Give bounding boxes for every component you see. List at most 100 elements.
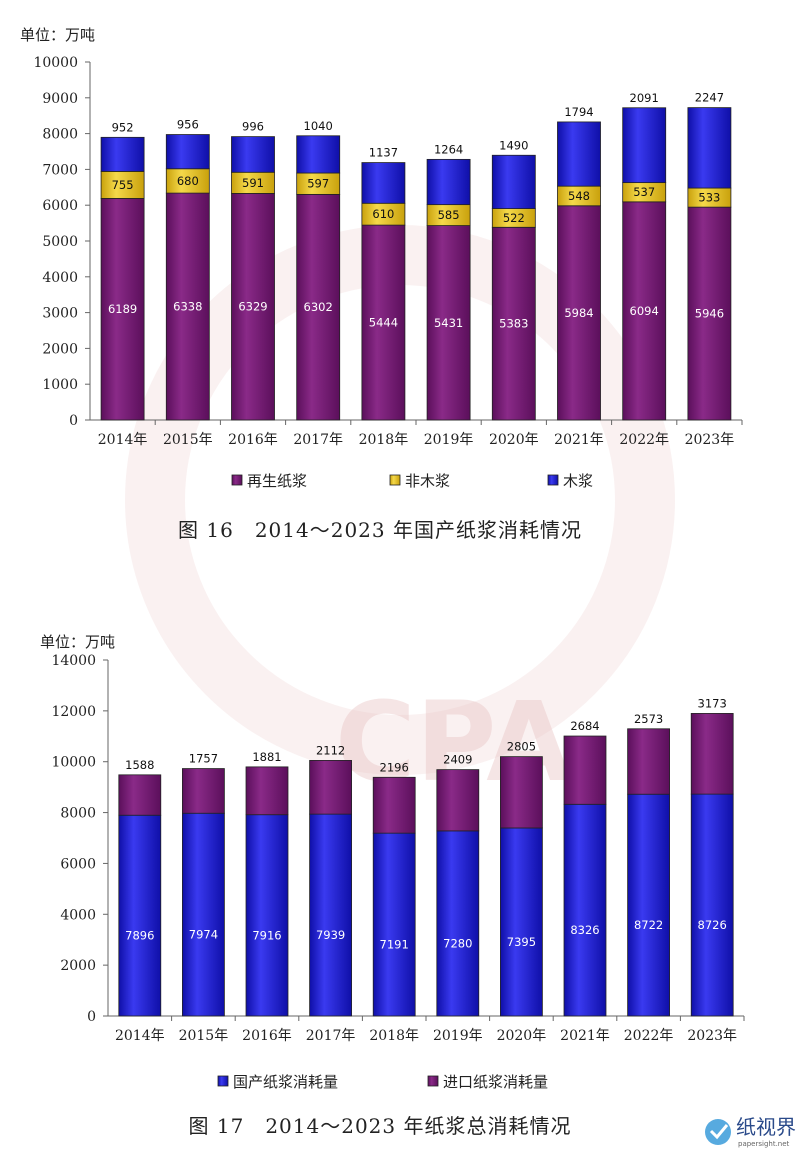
data-label: 3173: [698, 696, 727, 710]
bar-segment: [690, 713, 734, 795]
data-label: 996: [242, 120, 264, 134]
legend-label: 国产纸浆消耗量: [233, 1073, 338, 1091]
data-label: 6329: [238, 300, 267, 314]
data-label: 2091: [630, 91, 659, 105]
legend-swatch: [217, 1075, 229, 1087]
data-label: 537: [633, 185, 655, 199]
x-tick-label: 2020年: [489, 432, 539, 448]
data-label: 2684: [570, 719, 599, 733]
bar-segment: [165, 134, 210, 170]
bar-segment: [182, 768, 225, 814]
bar-segment: [622, 107, 667, 184]
x-tick-label: 2014年: [98, 432, 148, 448]
bar-segment: [690, 793, 734, 1017]
legend-label: 再生纸浆: [247, 472, 307, 490]
chart-total-pulp: 单位：万吨 0 2000 4000 6000 8000 10000 12000 14000 789…: [40, 633, 745, 1138]
data-label: 5383: [499, 317, 528, 331]
data-label: 2573: [634, 712, 663, 726]
data-label: 7191: [380, 938, 409, 952]
data-label: 1588: [125, 758, 154, 772]
bar-segment: [231, 136, 275, 173]
data-label: 2409: [443, 753, 472, 767]
y-tick-label: 2000: [42, 341, 78, 357]
data-label: 6338: [173, 300, 202, 314]
bar-segment: [426, 225, 471, 421]
x-tick-label: 2018年: [359, 432, 409, 448]
y-tick-label: 0: [69, 413, 78, 429]
data-label: 2247: [695, 91, 724, 105]
brand-logo: 纸视界 papersight.net: [705, 1115, 796, 1148]
data-label: 7280: [443, 936, 472, 950]
bar-segment: [557, 121, 601, 187]
data-label: 680: [177, 174, 199, 188]
x-tick-label: 2018年: [369, 1028, 419, 1044]
y-tick-label: 8000: [60, 806, 96, 822]
data-label: 522: [503, 211, 525, 225]
y-tick-label: 10000: [33, 55, 78, 71]
y-tick-label: 2000: [60, 958, 96, 974]
y-tick-label: 9000: [42, 91, 78, 107]
data-label: 591: [242, 176, 264, 190]
data-label: 1794: [564, 105, 593, 119]
bar-segment: [687, 206, 732, 421]
data-label: 8726: [698, 918, 727, 932]
data-label: 8326: [570, 923, 599, 937]
x-tick-label: 2023年: [687, 1028, 737, 1044]
legend-swatch: [427, 1075, 439, 1087]
legend-swatch: [389, 474, 401, 486]
data-label: 548: [568, 189, 590, 203]
data-label: 7395: [507, 935, 536, 949]
y-tick-label: 1000: [42, 377, 78, 393]
x-tick-label: 2022年: [619, 432, 669, 448]
bar-segment: [231, 193, 275, 421]
brand-check-icon: [709, 1124, 729, 1140]
bar-segment: [361, 162, 406, 204]
bar-segment: [627, 793, 670, 1017]
legend-swatch: [231, 474, 243, 486]
bar-segment: [165, 168, 210, 194]
x-tick-label: 2017年: [293, 432, 343, 448]
y-tick-label: 6000: [60, 856, 96, 872]
bar-segment: [165, 192, 210, 421]
bar-segment: [182, 812, 225, 1017]
figure-caption: 图 17 2014～2023 年纸浆总消耗情况: [189, 1114, 572, 1138]
data-label: 5431: [434, 316, 463, 330]
brand-site: papersight.net: [738, 1140, 790, 1148]
bar-segment: [245, 766, 289, 816]
unit-label: 单位：万吨: [40, 633, 115, 651]
x-tick-label: 2021年: [554, 432, 604, 448]
x-tick-label: 2019年: [433, 1028, 483, 1044]
y-tick-label: 4000: [60, 907, 96, 923]
data-label: 7896: [125, 929, 154, 943]
bar-segment: [372, 832, 416, 1017]
bar-segment: [436, 769, 480, 832]
bar-segment: [563, 803, 607, 1017]
data-label: 533: [698, 191, 720, 205]
bar-segment: [426, 158, 471, 206]
bar-segment: [687, 107, 732, 189]
y-tick-label: 3000: [42, 306, 78, 322]
y-tick-label: 4000: [42, 270, 78, 286]
bar-segment: [309, 760, 352, 815]
data-label: 1490: [499, 138, 528, 152]
bar-segment: [372, 776, 416, 834]
bar-segment: [100, 198, 145, 421]
bar-segment: [436, 830, 480, 1017]
data-label: 6302: [304, 300, 333, 314]
brand-name: 纸视界: [736, 1115, 796, 1139]
brand-mark-icon: [705, 1119, 731, 1145]
x-tick-label: 2015年: [163, 432, 213, 448]
x-tick-label: 2015年: [179, 1028, 229, 1044]
legend-label: 非木浆: [405, 472, 450, 490]
data-label: 585: [438, 208, 460, 222]
y-tick-label: 5000: [42, 234, 78, 250]
data-label: 5946: [695, 307, 724, 321]
bar-segment: [296, 135, 341, 174]
legend-label: 木浆: [563, 472, 593, 490]
bar-segment: [100, 136, 145, 172]
data-label: 6094: [630, 304, 659, 318]
legend-swatch: [547, 474, 559, 486]
data-label: 2112: [316, 743, 345, 757]
bar-segment: [563, 735, 607, 805]
